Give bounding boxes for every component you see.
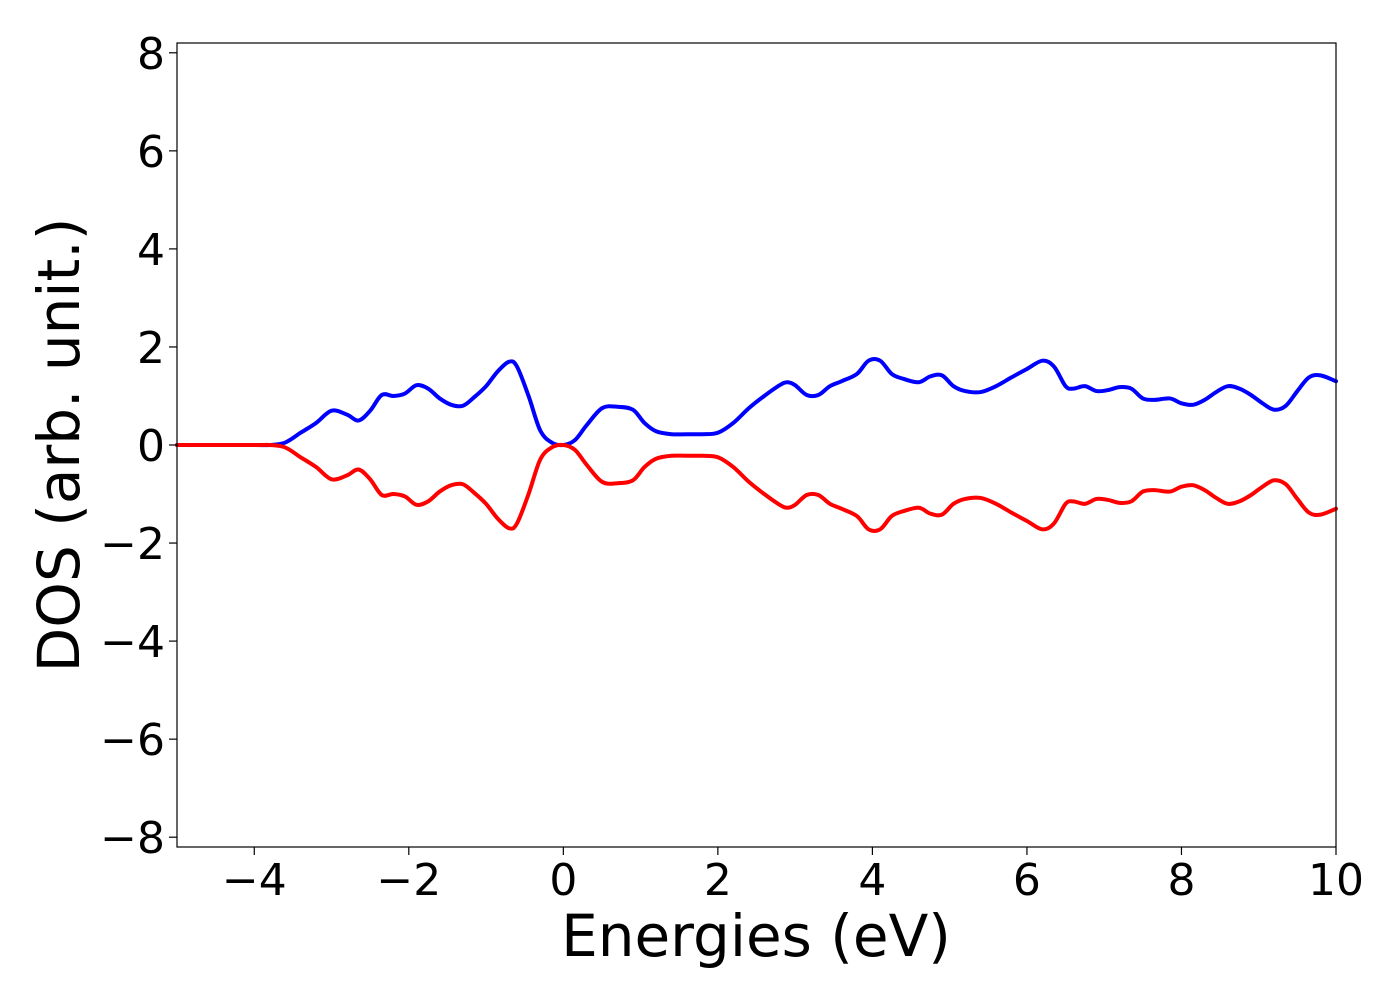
series-line-blue <box>175 357 1338 448</box>
x-tick-label: −2 <box>376 855 441 906</box>
x-tick-label: 0 <box>549 855 577 906</box>
y-axis-label: DOS (arb. unit.) <box>25 218 93 673</box>
x-tick-label: 8 <box>1167 855 1195 906</box>
y-tick-label: −2 <box>100 519 165 570</box>
series-layer <box>175 357 1338 533</box>
x-tick-label: 2 <box>704 855 732 906</box>
plot-frame <box>176 42 1337 848</box>
y-tick-label: 6 <box>137 127 165 178</box>
y-tick-label: 8 <box>137 29 165 80</box>
x-tick-label: −4 <box>222 855 287 906</box>
x-axis-ticks: −4 −2 0 2 4 6 8 10 <box>222 847 1364 906</box>
x-tick-label: 6 <box>1013 855 1041 906</box>
y-tick-label: 2 <box>137 323 165 374</box>
y-tick-label: 0 <box>137 421 165 472</box>
x-tick-label: 10 <box>1308 855 1364 906</box>
y-tick-label: −8 <box>100 813 165 864</box>
y-tick-label: 4 <box>137 225 165 276</box>
series-line-red <box>175 442 1338 533</box>
y-tick-label: −4 <box>100 617 165 668</box>
x-axis-label: Energies (eV) <box>561 902 951 970</box>
y-axis-ticks: −8 −6 −4 −2 0 2 4 6 8 <box>100 29 177 864</box>
y-tick-label: −6 <box>100 715 165 766</box>
x-tick-label: 4 <box>858 855 886 906</box>
